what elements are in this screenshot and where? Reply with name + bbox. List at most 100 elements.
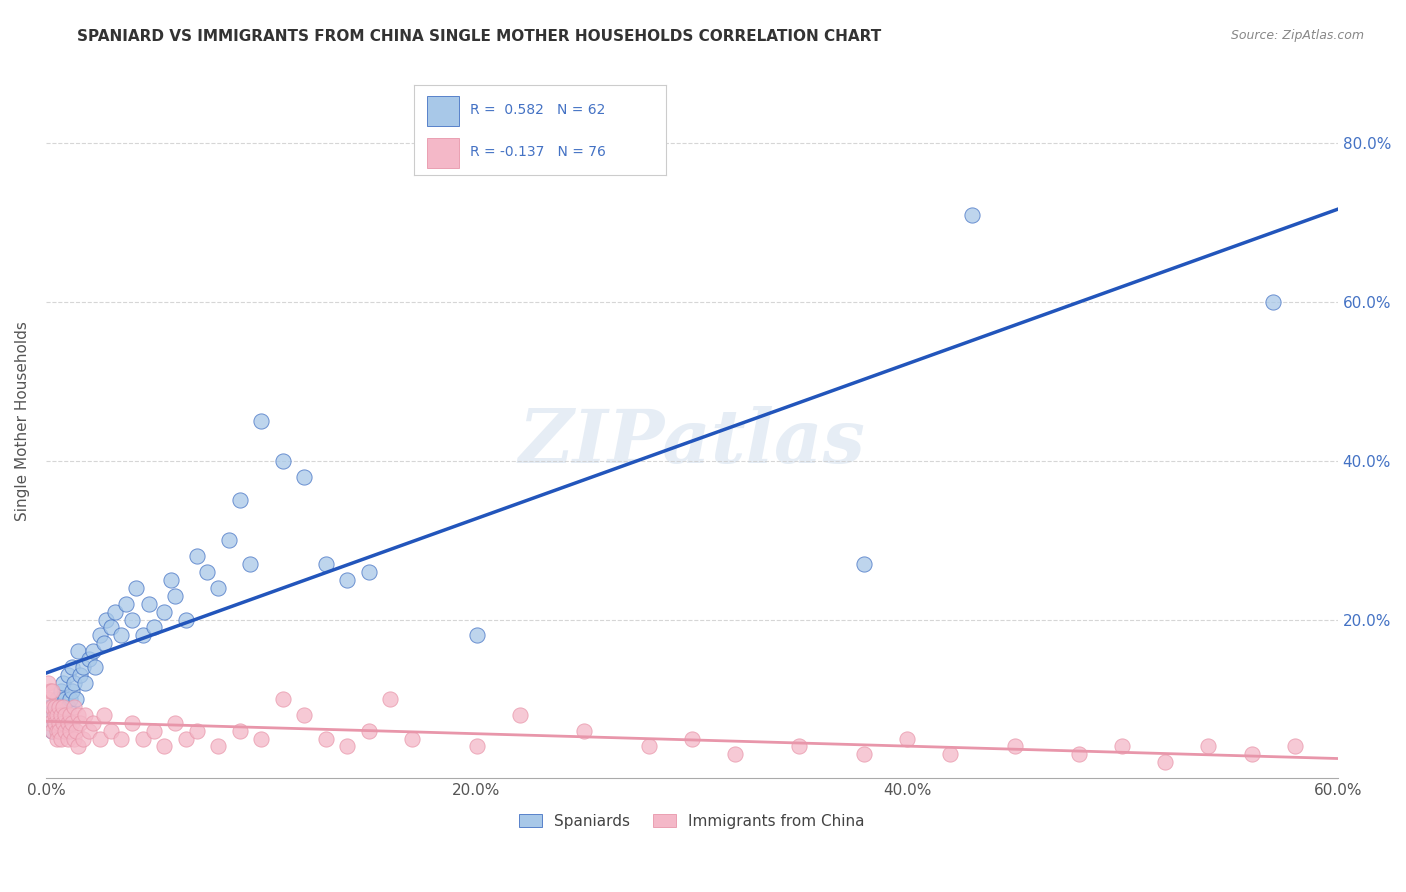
Point bbox=[89, 731, 111, 746]
Point bbox=[49, 684, 72, 698]
Point bbox=[100, 723, 122, 738]
Point bbox=[153, 605, 176, 619]
Point bbox=[59, 723, 82, 738]
Point bbox=[72, 660, 94, 674]
Point bbox=[77, 723, 100, 738]
Point bbox=[52, 699, 75, 714]
Point bbox=[125, 581, 148, 595]
Point bbox=[60, 715, 83, 730]
Text: ZIPatlas: ZIPatlas bbox=[519, 407, 865, 479]
Point bbox=[45, 707, 67, 722]
Point bbox=[121, 715, 143, 730]
Point bbox=[271, 691, 294, 706]
Point bbox=[853, 747, 876, 762]
Point bbox=[41, 723, 63, 738]
Point bbox=[49, 707, 72, 722]
Point bbox=[82, 715, 104, 730]
Point bbox=[96, 613, 118, 627]
Point bbox=[165, 589, 187, 603]
Point bbox=[100, 620, 122, 634]
Point bbox=[465, 739, 488, 754]
Point bbox=[93, 636, 115, 650]
Point bbox=[52, 715, 75, 730]
Point bbox=[724, 747, 747, 762]
Point bbox=[39, 715, 62, 730]
Point bbox=[104, 605, 127, 619]
Point bbox=[960, 208, 983, 222]
Point bbox=[65, 691, 87, 706]
Point bbox=[165, 715, 187, 730]
Point bbox=[315, 557, 337, 571]
Point bbox=[142, 620, 165, 634]
Point bbox=[45, 691, 67, 706]
Point bbox=[39, 699, 62, 714]
Point bbox=[53, 691, 76, 706]
Point bbox=[239, 557, 262, 571]
Point bbox=[853, 557, 876, 571]
Point bbox=[56, 715, 79, 730]
Point bbox=[67, 739, 90, 754]
Point bbox=[44, 715, 66, 730]
Point bbox=[56, 699, 79, 714]
Point bbox=[380, 691, 402, 706]
Point bbox=[174, 731, 197, 746]
Point bbox=[315, 731, 337, 746]
Point bbox=[45, 731, 67, 746]
Point bbox=[110, 731, 132, 746]
Point bbox=[789, 739, 811, 754]
Point bbox=[44, 715, 66, 730]
Point bbox=[56, 731, 79, 746]
Point bbox=[77, 652, 100, 666]
Point bbox=[207, 739, 229, 754]
Point bbox=[56, 668, 79, 682]
Point bbox=[44, 699, 66, 714]
Point bbox=[44, 699, 66, 714]
Point bbox=[896, 731, 918, 746]
Point bbox=[1154, 756, 1177, 770]
Point bbox=[186, 549, 208, 563]
Y-axis label: Single Mother Households: Single Mother Households bbox=[15, 321, 30, 521]
Point bbox=[357, 723, 380, 738]
Point bbox=[1240, 747, 1263, 762]
Point bbox=[37, 707, 59, 722]
Point bbox=[41, 684, 63, 698]
Legend: Spaniards, Immigrants from China: Spaniards, Immigrants from China bbox=[513, 807, 870, 835]
Point bbox=[250, 414, 273, 428]
Point bbox=[1069, 747, 1091, 762]
Point bbox=[89, 628, 111, 642]
Point bbox=[357, 565, 380, 579]
Point bbox=[132, 731, 155, 746]
Point bbox=[52, 699, 75, 714]
Point bbox=[110, 628, 132, 642]
Point bbox=[59, 691, 82, 706]
Point bbox=[48, 699, 70, 714]
Point bbox=[37, 676, 59, 690]
Point bbox=[41, 707, 63, 722]
Point bbox=[67, 644, 90, 658]
Point bbox=[63, 676, 86, 690]
Point bbox=[82, 644, 104, 658]
Point bbox=[271, 454, 294, 468]
Point bbox=[1284, 739, 1306, 754]
Point bbox=[186, 723, 208, 738]
Point bbox=[84, 660, 107, 674]
Point bbox=[53, 707, 76, 722]
Point bbox=[93, 707, 115, 722]
Point bbox=[60, 684, 83, 698]
Point bbox=[153, 739, 176, 754]
Point bbox=[114, 597, 136, 611]
Point bbox=[1004, 739, 1026, 754]
Point bbox=[681, 731, 703, 746]
Point bbox=[121, 613, 143, 627]
Point bbox=[73, 707, 96, 722]
Point bbox=[48, 715, 70, 730]
Point bbox=[65, 723, 87, 738]
Point bbox=[48, 699, 70, 714]
Point bbox=[45, 723, 67, 738]
Point bbox=[939, 747, 962, 762]
Point bbox=[132, 628, 155, 642]
Point bbox=[63, 699, 86, 714]
Point bbox=[41, 723, 63, 738]
Point bbox=[138, 597, 160, 611]
Point bbox=[197, 565, 219, 579]
